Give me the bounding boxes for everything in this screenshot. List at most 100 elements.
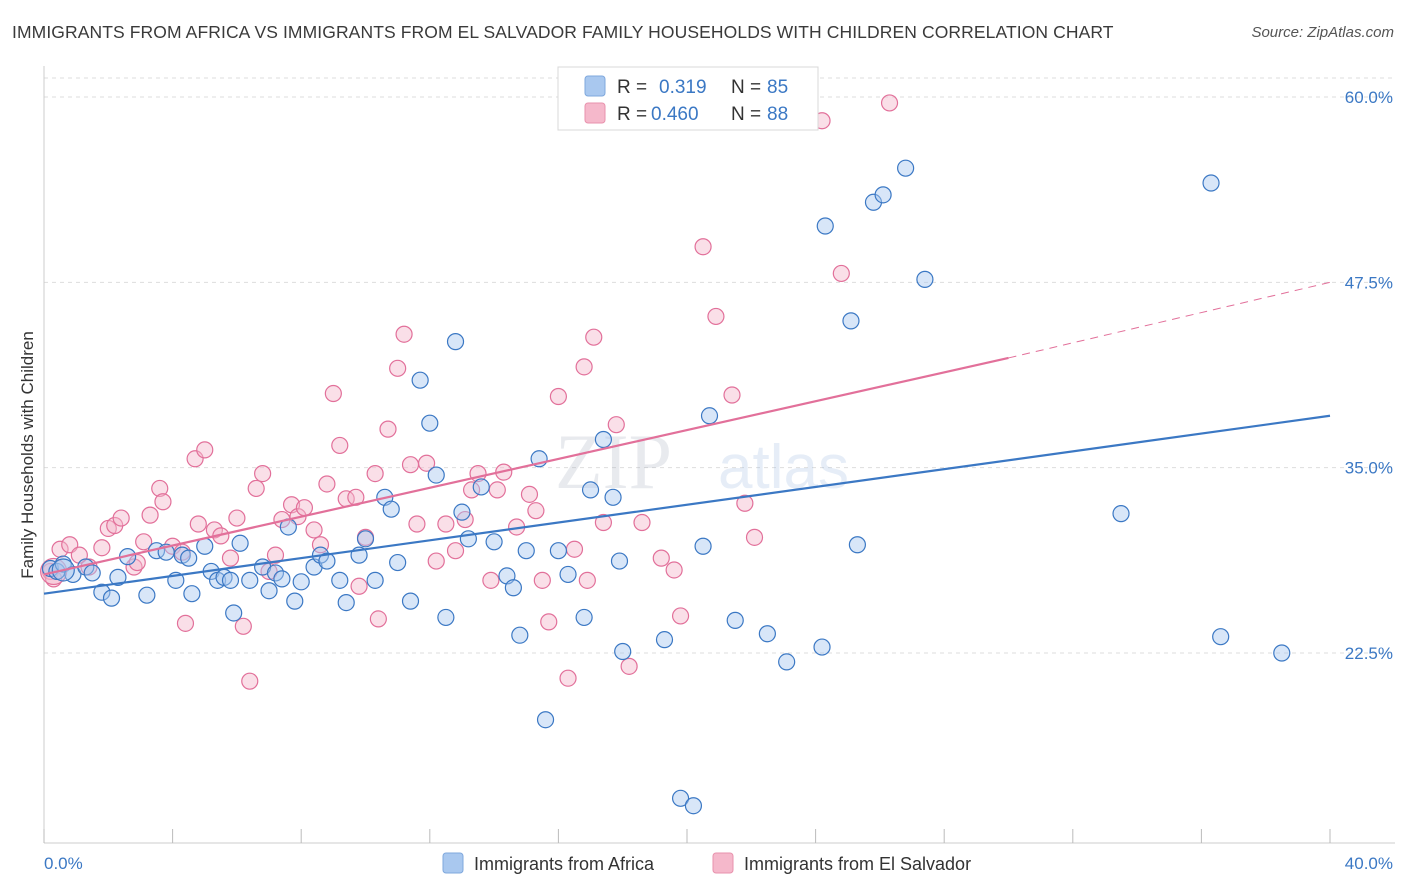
el-salvador-point-18 xyxy=(176,614,195,632)
africa-point-28 xyxy=(273,570,291,588)
el-salvador-point-49 xyxy=(395,325,413,343)
africa-point-49 xyxy=(453,503,471,521)
africa-point-68 xyxy=(671,789,690,807)
africa-point-77 xyxy=(842,312,860,330)
el-salvador-point-22 xyxy=(205,521,223,539)
africa-point-83 xyxy=(1112,505,1130,523)
correlation-legend: R = 0.319 N = 85 R = 0.460 N = 88 xyxy=(557,66,819,131)
el-salvador-point-25 xyxy=(228,509,246,527)
legend-swatch-africa xyxy=(584,75,606,97)
el-salvador-point-63 xyxy=(520,485,539,503)
africa-point-78 xyxy=(848,536,866,554)
watermark: ZIP atlas xyxy=(555,418,849,505)
africa-point-44 xyxy=(411,371,429,389)
legend-n-value-africa: 85 xyxy=(767,77,788,98)
africa-point-10 xyxy=(138,586,156,604)
africa-point-8 xyxy=(109,568,127,586)
el-salvador-point-13 xyxy=(141,506,159,524)
el-salvador-point-14 xyxy=(151,479,169,498)
africa-point-62 xyxy=(581,481,600,499)
legend-n-label-el-salvador: N = xyxy=(731,104,761,125)
el-salvador-point-75 xyxy=(620,657,638,675)
el-salvador-point-83 xyxy=(736,494,754,512)
el-salvador-point-69 xyxy=(565,540,584,558)
trend-lines xyxy=(43,281,1331,595)
series-legend: Immigrants from Africa Immigrants from E… xyxy=(442,852,971,874)
africa-point-36 xyxy=(337,593,355,612)
y-tick-label-2: 47.5% xyxy=(1345,273,1393,292)
africa-point-51 xyxy=(472,478,490,496)
africa-point-27 xyxy=(266,564,285,582)
el-salvador-point-80 xyxy=(694,238,712,256)
el-salvador-point-35 xyxy=(295,499,314,517)
africa-point-72 xyxy=(726,611,744,629)
africa-point-59 xyxy=(549,542,568,560)
africa-point-82 xyxy=(916,270,934,288)
bottom-legend-swatch-africa xyxy=(442,852,464,874)
el-salvador-point-65 xyxy=(533,571,551,589)
y-axis-tick-labels: 22.5% 35.0% 47.5% 60.0% xyxy=(1345,88,1393,663)
el-salvador-point-28 xyxy=(247,479,265,498)
legend-r-label-el-salvador: R = xyxy=(617,104,647,125)
el-salvador-point-68 xyxy=(559,669,577,687)
el-salvador-point-86 xyxy=(880,94,899,112)
africa-point-39 xyxy=(366,571,384,589)
x-tick-label-min: 0.0% xyxy=(44,854,83,873)
africa-point-76 xyxy=(816,217,834,235)
legend-r-label-africa: R = xyxy=(617,77,647,98)
africa-point-15 xyxy=(180,549,198,567)
el-salvador-point-52 xyxy=(417,454,436,472)
el-salvador-point-74 xyxy=(607,416,625,434)
africa-point-60 xyxy=(559,565,577,584)
africa-point-22 xyxy=(225,604,243,622)
africa-point-70 xyxy=(694,537,712,555)
el-salvador-point-6 xyxy=(93,539,111,557)
x-tick-label-max: 40.0% xyxy=(1345,854,1393,873)
africa-point-75 xyxy=(813,638,831,656)
el-salvador-point-53 xyxy=(427,552,445,570)
el-salvador-point-85 xyxy=(832,264,850,283)
africa-point-34 xyxy=(318,552,336,570)
el-salvador-point-12 xyxy=(135,533,153,551)
el-salvador-point-51 xyxy=(408,515,426,533)
africa-point-41 xyxy=(382,500,400,518)
el-salvador-point-26 xyxy=(234,617,252,635)
el-salvador-point-27 xyxy=(241,672,259,690)
el-salvador-point-39 xyxy=(324,384,342,403)
y-tick-label-1: 35.0% xyxy=(1345,459,1393,478)
africa-point-66 xyxy=(614,642,632,661)
axes xyxy=(43,66,1395,844)
africa-point-6 xyxy=(93,583,111,601)
el-salvador-point-70 xyxy=(575,358,593,376)
el-salvador-point-81 xyxy=(707,307,725,326)
el-salvador-point-54 xyxy=(437,515,455,533)
el-salvador-point-66 xyxy=(540,613,558,631)
africa-point-74 xyxy=(778,653,796,671)
africa-point-35 xyxy=(331,571,349,589)
y-axis-label: Family Households with Children xyxy=(18,331,37,579)
el-salvador-point-60 xyxy=(488,481,506,499)
africa-point-24 xyxy=(241,571,259,589)
africa-point-16 xyxy=(183,585,201,603)
africa-point-69 xyxy=(684,797,703,815)
africa-point-31 xyxy=(292,573,310,591)
el-salvador-point-38 xyxy=(318,475,336,493)
africa-point-63 xyxy=(594,430,613,449)
el-salvador-point-15 xyxy=(154,493,172,511)
africa-point-61 xyxy=(575,608,593,627)
africa-point-73 xyxy=(758,625,776,643)
africa-point-56 xyxy=(517,542,535,560)
el-salvador-point-31 xyxy=(266,546,285,564)
el-salvador-point-82 xyxy=(723,386,741,404)
el-salvador-point-64 xyxy=(527,502,545,520)
el-salvador-point-9 xyxy=(112,509,130,527)
el-salvador-points xyxy=(40,94,899,690)
source-label: Source: ZipAtlas.com xyxy=(1251,24,1394,41)
el-salvador-point-40 xyxy=(331,436,349,455)
africa-point-84 xyxy=(1202,174,1220,192)
africa-point-46 xyxy=(427,466,445,484)
el-salvador-point-29 xyxy=(254,464,272,483)
africa-point-47 xyxy=(437,608,455,627)
legend-r-value-africa: 0.319 xyxy=(659,77,707,98)
